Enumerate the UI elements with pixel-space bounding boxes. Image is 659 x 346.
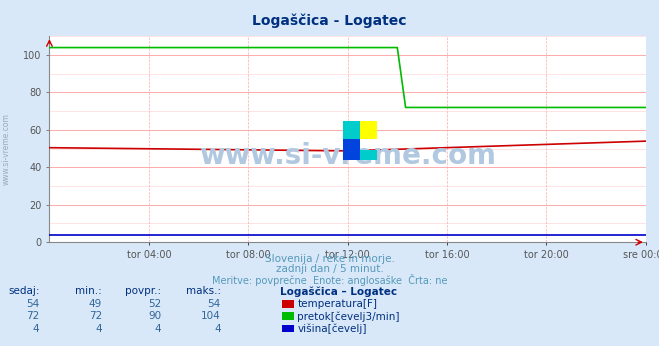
Text: www.si-vreme.com: www.si-vreme.com <box>199 142 496 170</box>
Text: pretok[čevelj3/min]: pretok[čevelj3/min] <box>297 311 400 322</box>
Text: 54: 54 <box>26 299 40 309</box>
Text: maks.:: maks.: <box>186 286 221 297</box>
Text: 49: 49 <box>89 299 102 309</box>
Text: 4: 4 <box>96 324 102 334</box>
Text: temperatura[F]: temperatura[F] <box>297 299 377 309</box>
Text: Meritve: povprečne  Enote: anglosaške  Črta: ne: Meritve: povprečne Enote: anglosaške Črt… <box>212 274 447 286</box>
Text: Slovenija / reke in morje.: Slovenija / reke in morje. <box>264 254 395 264</box>
Bar <box>343 139 360 160</box>
Text: zadnji dan / 5 minut.: zadnji dan / 5 minut. <box>275 264 384 274</box>
Text: povpr.:: povpr.: <box>125 286 161 297</box>
Bar <box>360 120 376 139</box>
Text: 90: 90 <box>148 311 161 321</box>
Text: www.si-vreme.com: www.si-vreme.com <box>2 113 11 185</box>
Text: višina[čevelj]: višina[čevelj] <box>297 324 366 334</box>
Text: 72: 72 <box>26 311 40 321</box>
Bar <box>343 120 360 139</box>
Text: Logaščica - Logatec: Logaščica - Logatec <box>252 14 407 28</box>
Text: 4: 4 <box>155 324 161 334</box>
Text: 54: 54 <box>208 299 221 309</box>
Text: Logaščica – Logatec: Logaščica – Logatec <box>280 286 397 297</box>
Bar <box>360 149 376 160</box>
Text: 52: 52 <box>148 299 161 309</box>
Text: 4: 4 <box>214 324 221 334</box>
Text: 4: 4 <box>33 324 40 334</box>
Text: sedaj:: sedaj: <box>8 286 40 297</box>
Text: 104: 104 <box>201 311 221 321</box>
Text: 72: 72 <box>89 311 102 321</box>
Text: min.:: min.: <box>75 286 102 297</box>
